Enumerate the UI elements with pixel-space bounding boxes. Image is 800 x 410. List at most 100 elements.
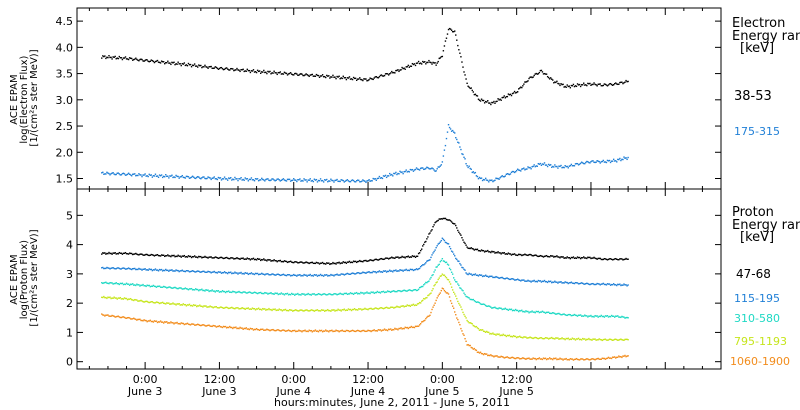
data-point [472,298,475,301]
data-point [207,257,209,259]
data-point [286,261,289,264]
data-point [405,256,407,258]
data-point [264,291,266,294]
data-point [437,278,439,281]
data-point [516,91,519,93]
data-point [539,162,542,165]
data-point [132,283,134,285]
data-point [146,253,148,256]
proton-series-795-1193 [101,273,629,342]
data-point [128,298,131,300]
data-point [456,39,458,41]
data-point [441,257,444,260]
data-point [160,321,163,323]
data-point [138,60,140,62]
data-point [492,355,494,357]
data-point [458,321,460,324]
data-point [321,274,324,277]
data-point [300,309,302,311]
data-point [529,166,531,169]
data-point [124,56,127,58]
data-point [274,72,276,74]
data-point [435,282,437,284]
data-point [206,177,208,180]
data-point [541,255,544,258]
data-point [334,330,336,333]
data-point [354,330,357,333]
data-point [624,157,626,159]
data-point [455,295,457,297]
data-point [133,317,135,319]
data-point [240,68,242,71]
data-point [252,257,255,260]
data-point [482,330,485,332]
data-point [129,57,132,59]
data-point [498,333,500,335]
data-point [591,160,593,162]
data-point [568,313,570,316]
data-point [144,254,146,256]
data-point [242,272,244,275]
data-point [408,289,411,291]
proton-ytick-label: 5 [66,209,73,222]
data-point [426,260,428,262]
data-point [158,255,161,257]
data-point [187,62,190,65]
data-point [557,337,559,339]
data-point [341,329,343,331]
data-point [261,258,263,261]
data-point [137,300,139,302]
data-point [134,267,136,270]
data-point [209,305,211,307]
data-point [130,252,133,255]
data-point [368,292,370,294]
data-point [403,269,405,271]
data-point [392,271,394,273]
data-point [479,351,482,353]
data-point [185,270,188,272]
data-point [185,323,188,325]
data-point [143,268,145,271]
data-point [299,261,301,263]
data-point [237,327,239,329]
data-point [336,178,338,181]
data-point [197,288,199,291]
data-point [471,247,473,250]
data-point [325,76,327,79]
data-point [484,353,487,355]
data-point [114,55,116,58]
data-point [599,162,601,164]
data-point [586,338,588,341]
data-point [322,262,325,265]
data-point [500,276,502,279]
data-point [609,357,612,359]
data-point [187,304,190,306]
data-point [385,306,388,309]
data-point [334,76,336,78]
data-point [582,282,584,285]
data-point [607,160,610,162]
data-point [499,307,501,309]
data-point [460,306,462,308]
data-point [383,175,386,177]
data-point [207,67,209,69]
data-point [502,252,504,254]
data-point [513,279,516,281]
data-point [308,274,310,277]
data-point [267,70,269,73]
data-point [160,268,163,271]
data-point [411,255,414,257]
data-point [543,162,546,164]
data-point [384,257,387,259]
data-point [314,294,317,296]
data-point [473,172,476,174]
data-point [458,284,460,287]
data-point [238,69,240,71]
data-point [309,309,311,312]
data-point [211,325,213,328]
data-point [189,63,192,66]
data-point [208,290,210,293]
data-point [323,330,326,332]
data-point [158,174,161,176]
data-point [243,307,245,310]
